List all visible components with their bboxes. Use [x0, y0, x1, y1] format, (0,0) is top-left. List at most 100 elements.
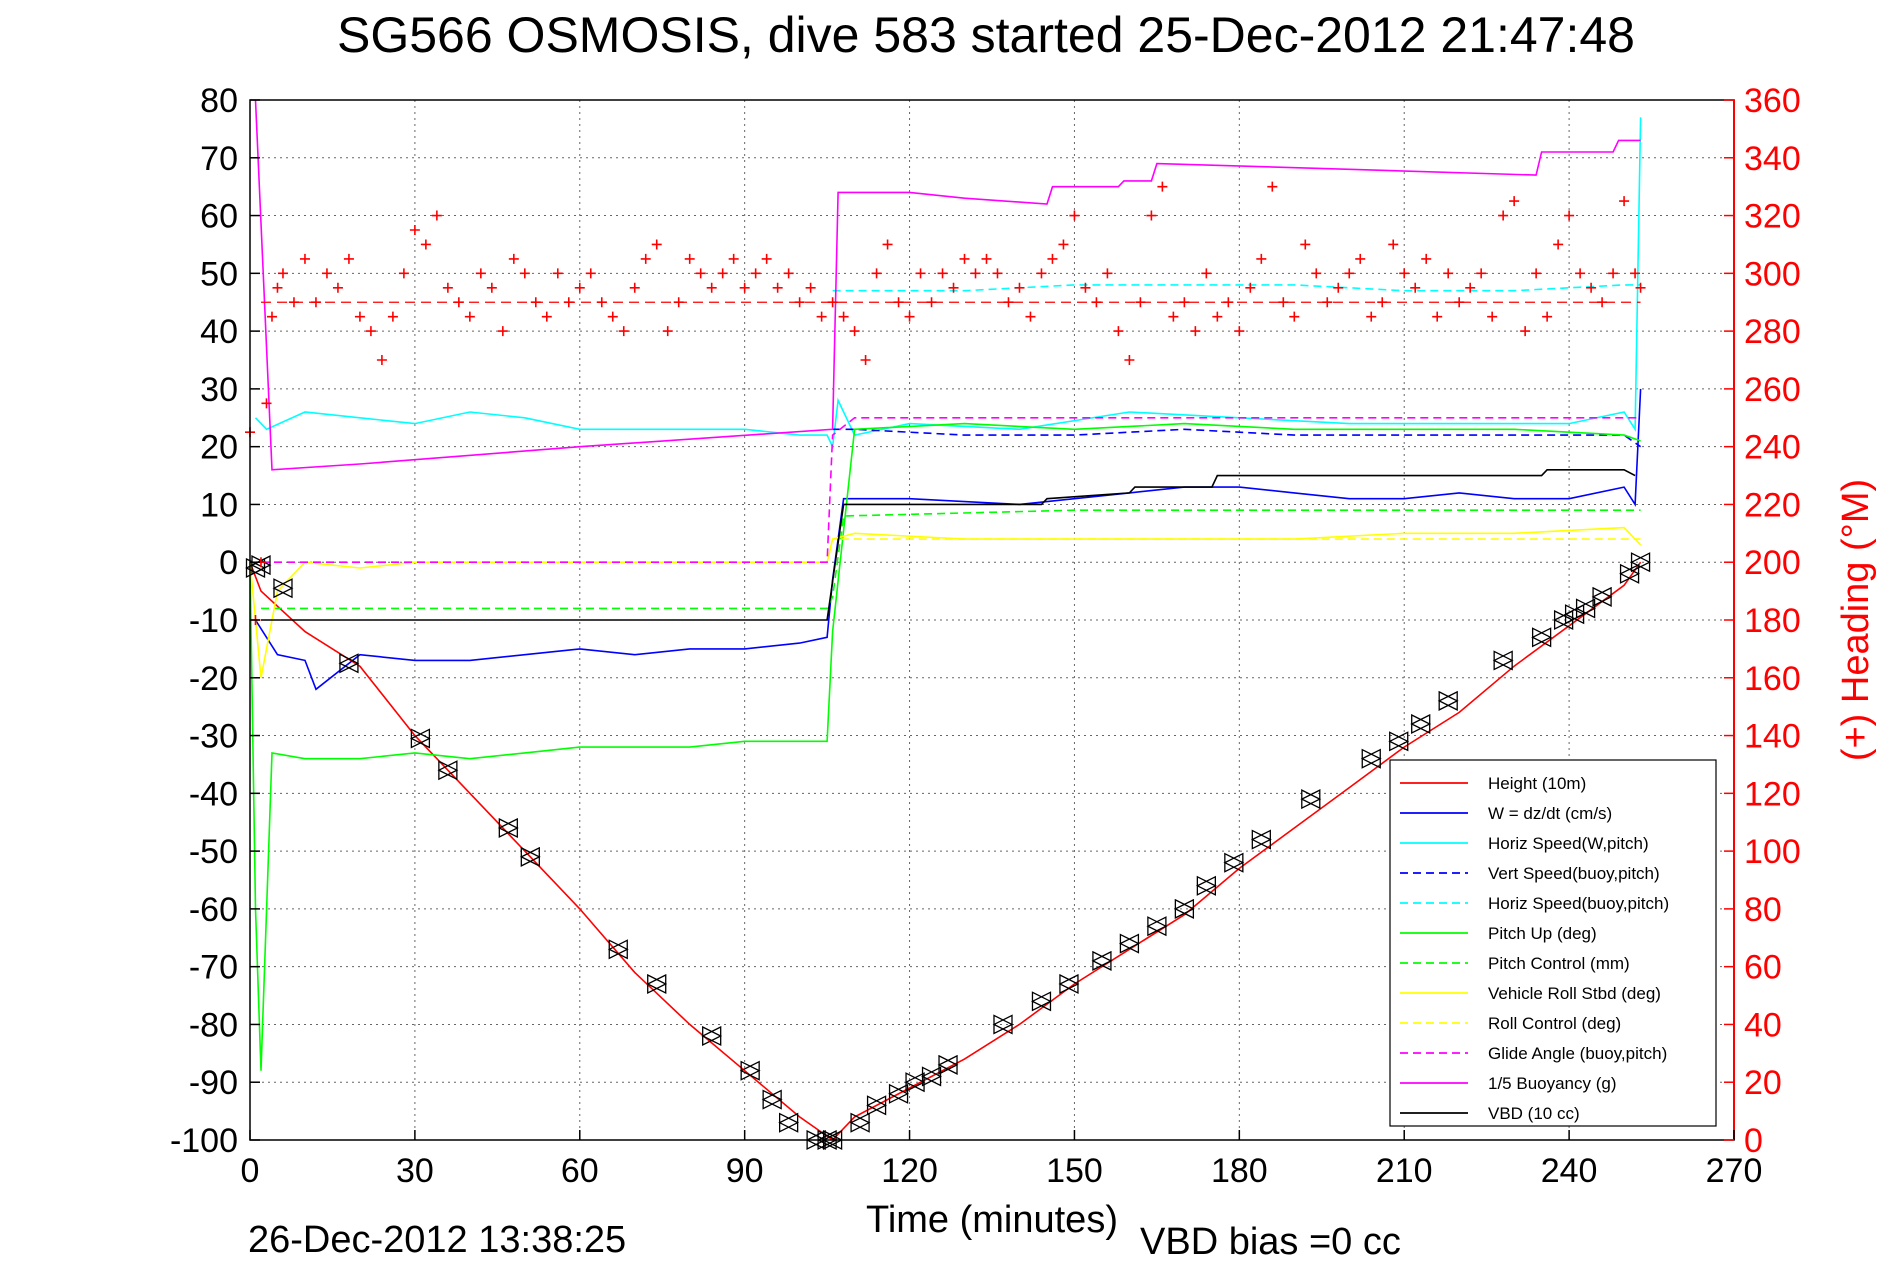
y-axis-ticks: 80 70 60 50 40 30 20 10 0 -10 -20 -30 -40 -50 -60 -70 -8… [170, 82, 260, 1160]
heading-point [563, 297, 574, 308]
heading-point [486, 282, 497, 293]
heading-point [420, 239, 431, 250]
depth-marker [1575, 598, 1597, 619]
y-tick-label: 40 [200, 313, 238, 351]
heading-point [552, 268, 563, 279]
heading-point [1553, 239, 1564, 250]
heading-point [717, 268, 728, 279]
heading-point [332, 282, 343, 293]
heading-point [1113, 326, 1124, 337]
right-tick-label: 280 [1744, 313, 1801, 351]
heading-point [376, 355, 387, 365]
legend-label: Glide Angle (buoy,pitch) [1488, 1044, 1667, 1063]
depth-marker [497, 817, 519, 839]
heading-point [1410, 282, 1421, 293]
heading-point [1278, 297, 1289, 308]
depth-marker [607, 939, 629, 960]
heading-point [1025, 311, 1036, 322]
right-tick-label: 20 [1744, 1064, 1782, 1102]
heading-point [860, 355, 871, 365]
heading-point [783, 268, 794, 279]
heading-point [1432, 311, 1443, 322]
right-tick-label: 260 [1744, 371, 1801, 409]
heading-point [838, 311, 849, 322]
heading-point [1498, 210, 1509, 221]
heading-point [453, 297, 464, 308]
right-tick-label: 140 [1744, 718, 1801, 756]
heading-point [915, 268, 926, 279]
heading-point [1476, 268, 1487, 279]
legend-items: Height (10m) W = dz/dt (cm/s) Horiz Speed(… [1400, 774, 1669, 1123]
depth-marker [701, 1025, 723, 1047]
heading-point [1124, 355, 1135, 365]
depth-marker [992, 1014, 1014, 1035]
y-tick-label: 80 [200, 82, 238, 120]
series-line [832, 428, 1642, 448]
heading-point [277, 268, 288, 279]
heading-point [409, 225, 420, 235]
depth-marker [1591, 586, 1613, 607]
heading-point [1388, 239, 1399, 250]
heading-point [1421, 253, 1432, 264]
depth-marker [778, 1112, 800, 1133]
chart-title: SG566 OSMOSIS, dive 583 started 25-Dec-2… [337, 7, 1635, 63]
series-line [832, 284, 1641, 292]
legend-label: Pitch Control (mm) [1488, 954, 1630, 973]
heading-point [585, 268, 596, 279]
heading-point [266, 311, 277, 322]
depth-marker [739, 1060, 761, 1081]
y-tick-label: -100 [170, 1122, 238, 1160]
y-tick-label: 70 [200, 140, 238, 178]
legend-label: VBD (10 cc) [1488, 1104, 1580, 1123]
heading-point [673, 297, 684, 308]
heading-point [1201, 268, 1212, 279]
heading-point [1487, 311, 1498, 322]
depth-marker-layer [245, 552, 1652, 1151]
depth-marker [1388, 731, 1410, 752]
y-tick-label: -20 [189, 660, 238, 698]
series-line [254, 99, 1641, 471]
heading-point [970, 268, 981, 279]
series-line [249, 422, 1641, 1071]
heading-point [1443, 268, 1454, 279]
heading-point [1344, 268, 1355, 279]
heading-point [706, 282, 717, 293]
x-tick-label: 90 [726, 1152, 764, 1190]
heading-point [1289, 311, 1300, 322]
right-tick-label: 100 [1744, 833, 1801, 871]
heading-point [1102, 268, 1113, 279]
heading-point [464, 311, 475, 322]
heading-point [1586, 282, 1597, 293]
depth-marker [888, 1083, 910, 1104]
heading-point [1300, 239, 1311, 250]
depth-marker [1173, 898, 1195, 919]
heading-point [1058, 239, 1069, 250]
x-tick-label: 240 [1541, 1152, 1598, 1190]
right-tick-label: 320 [1744, 198, 1801, 236]
heading-point [1190, 326, 1201, 337]
heading-point [1212, 311, 1223, 322]
heading-point [310, 297, 321, 308]
legend-label: Horiz Speed(buoy,pitch) [1488, 894, 1669, 913]
legend-label: Height (10m) [1488, 774, 1586, 793]
heading-point [640, 253, 651, 264]
x-axis-label: Time (minutes) [866, 1199, 1118, 1241]
y-tick-label: -40 [189, 775, 238, 813]
heading-point [1091, 297, 1102, 308]
y-tick-label: -50 [189, 833, 238, 871]
heading-point [1003, 297, 1014, 308]
series-line [261, 509, 1641, 610]
heading-point [1135, 297, 1146, 308]
legend-label: Vehicle Roll Stbd (deg) [1488, 984, 1661, 1003]
depth-marker [1146, 916, 1168, 937]
heading-point [662, 326, 673, 337]
depth-marker [1250, 829, 1272, 850]
heading-point [442, 282, 453, 293]
heading-point [1355, 253, 1366, 264]
right-tick-label: 220 [1744, 486, 1801, 524]
x-tick-label: 60 [561, 1152, 599, 1190]
y-tick-label: -30 [189, 718, 238, 756]
heading-point [1157, 181, 1168, 192]
right-tick-label: 180 [1744, 602, 1801, 640]
right-tick-label: 340 [1744, 140, 1801, 178]
